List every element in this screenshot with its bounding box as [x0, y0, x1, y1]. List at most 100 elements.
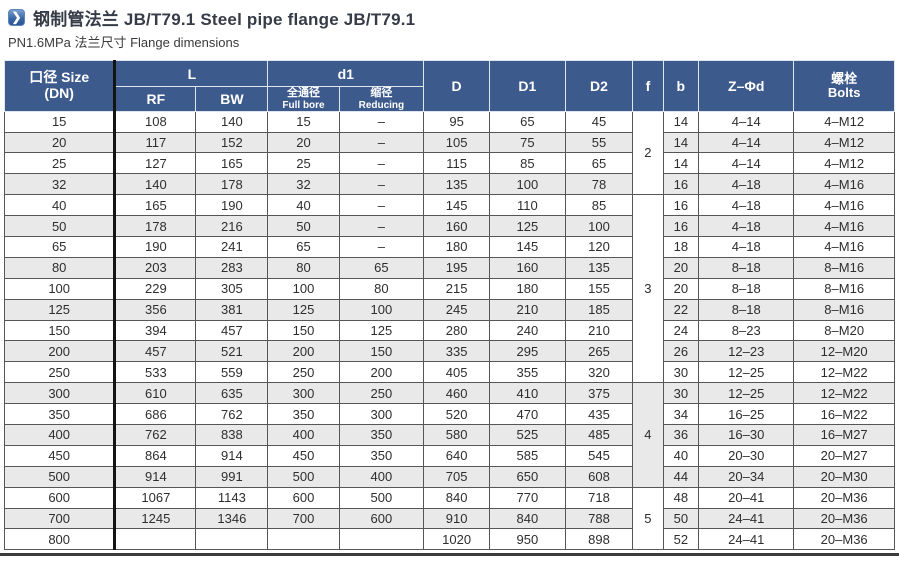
table-cell — [195, 528, 269, 551]
table-cell: 435 — [564, 403, 634, 425]
table-cell: 375 — [564, 382, 634, 405]
table-cell: 105 — [423, 131, 491, 154]
table-cell: 4–M12 — [793, 131, 895, 154]
header-bolts: 螺栓 Bolts — [793, 60, 895, 112]
table-cell: 8–18 — [698, 256, 795, 279]
table-cell: 840 — [423, 486, 491, 509]
table-cell: 203 — [113, 256, 197, 279]
table-cell: 521 — [195, 340, 269, 363]
table-cell: 65 — [3, 235, 116, 258]
table-cell: 16–25 — [698, 403, 795, 425]
table-cell: 4–18 — [698, 235, 795, 258]
table-cell: 22 — [662, 298, 700, 321]
table-cell: 15 — [3, 110, 116, 133]
table-cell: 525 — [489, 424, 566, 446]
table-row: 700 1245 1346 700 600 910 840 788 50 24–41 20–M36 — [3, 507, 895, 530]
table-cell: 1143 — [195, 486, 269, 509]
table-cell: 110 — [489, 194, 566, 217]
table-cell: 600 — [267, 486, 340, 509]
table-cell: 127 — [113, 152, 197, 175]
table-cell: 241 — [195, 235, 269, 258]
table-cell: 457 — [195, 319, 269, 342]
header-size-label: 口径 Size — [29, 69, 90, 86]
table-cell: 450 — [3, 444, 116, 467]
table-cell: 95 — [423, 110, 491, 133]
table-cell: 770 — [489, 486, 566, 509]
table-cell: 12–M20 — [793, 340, 895, 363]
table-cell: 280 — [423, 319, 491, 342]
table-cell: 350 — [3, 403, 116, 425]
table-cell: 152 — [195, 131, 269, 154]
table-cell: 200 — [338, 361, 425, 384]
table-cell: 65 — [267, 235, 340, 258]
f-value-cell: 4 — [632, 382, 664, 488]
table-cell: 635 — [195, 382, 269, 405]
table-cell: 65 — [338, 256, 425, 279]
table-cell: 16–M22 — [793, 403, 895, 425]
table-cell: 1346 — [195, 507, 269, 530]
table-cell: 229 — [113, 277, 197, 300]
table-cell: 50 — [3, 215, 116, 237]
table-cell: 20–M27 — [793, 444, 895, 467]
table-cell: 30 — [662, 361, 700, 384]
table-cell: 840 — [489, 507, 566, 530]
table-cell: 394 — [113, 319, 197, 342]
table-cell: 14 — [662, 131, 700, 154]
table-cell: 450 — [267, 444, 340, 467]
table-cell: 125 — [489, 215, 566, 237]
table-cell: 250 — [3, 361, 116, 384]
table-cell: 15 — [267, 110, 340, 133]
table-cell: 80 — [338, 277, 425, 300]
table-cell: 36 — [662, 424, 700, 446]
table-cell: 4–M16 — [793, 235, 895, 258]
table-cell: 16 — [662, 215, 700, 237]
table-row: 32 140 178 32–135 100 78 16 4–18 4–M16 — [3, 173, 895, 196]
table-cell: 1067 — [113, 486, 197, 509]
table-cell — [338, 528, 425, 551]
page-title: 钢制管法兰 JB/T79.1 Steel pipe flange JB/T79.… — [33, 9, 416, 29]
table-cell: 4–M12 — [793, 110, 895, 133]
table-cell: 686 — [113, 403, 197, 425]
table-cell: 20–41 — [698, 486, 795, 509]
table-cell: 355 — [489, 361, 566, 384]
table-cell: 65 — [564, 152, 634, 175]
table-cell: 12–M22 — [793, 361, 895, 384]
table-cell: 4–18 — [698, 194, 795, 217]
table-cell: 350 — [338, 444, 425, 467]
table-cell: 8–M20 — [793, 319, 895, 342]
table-cell: 100 — [3, 277, 116, 300]
table-cell: 240 — [489, 319, 566, 342]
table-row: 125 356 381 125 100 245 210 185 22 8–18 8–M16 — [3, 298, 895, 321]
table-cell: 32 — [3, 173, 116, 196]
header-D2: D2 — [564, 60, 634, 112]
table-cell: 210 — [489, 298, 566, 321]
header-D1: D1 — [489, 60, 566, 112]
table-cell: 4–14 — [698, 131, 795, 154]
header-bolts-en: Bolts — [827, 85, 861, 101]
table-cell: 20–M36 — [793, 486, 895, 509]
table-cell: 150 — [3, 319, 116, 342]
table-cell: 8–23 — [698, 319, 795, 342]
table-cell: 80 — [3, 256, 116, 279]
table-cell: 44 — [662, 465, 700, 488]
table-cell: 26 — [662, 340, 700, 363]
table-cell: 4–18 — [698, 215, 795, 237]
table-cell: 14 — [662, 152, 700, 175]
table-cell: 32 — [267, 173, 340, 196]
table-cell: – — [338, 235, 425, 258]
table-cell: 25 — [267, 152, 340, 175]
header-full-bore-en: Full bore — [282, 99, 325, 111]
header-reducing: 缩径 Reducing — [338, 86, 425, 112]
table-cell: 52 — [662, 528, 700, 551]
table-cell: – — [338, 131, 425, 154]
table-cell: 85 — [489, 152, 566, 175]
table-cell: 135 — [564, 256, 634, 279]
table-cell: 300 — [3, 382, 116, 405]
table-cell: 762 — [195, 403, 269, 425]
table-cell: 470 — [489, 403, 566, 425]
table-cell: 190 — [113, 235, 197, 258]
table-cell: 160 — [423, 215, 491, 237]
table-cell: 457 — [113, 340, 197, 363]
table-cell: 155 — [564, 277, 634, 300]
table-cell: 45 — [564, 110, 634, 133]
